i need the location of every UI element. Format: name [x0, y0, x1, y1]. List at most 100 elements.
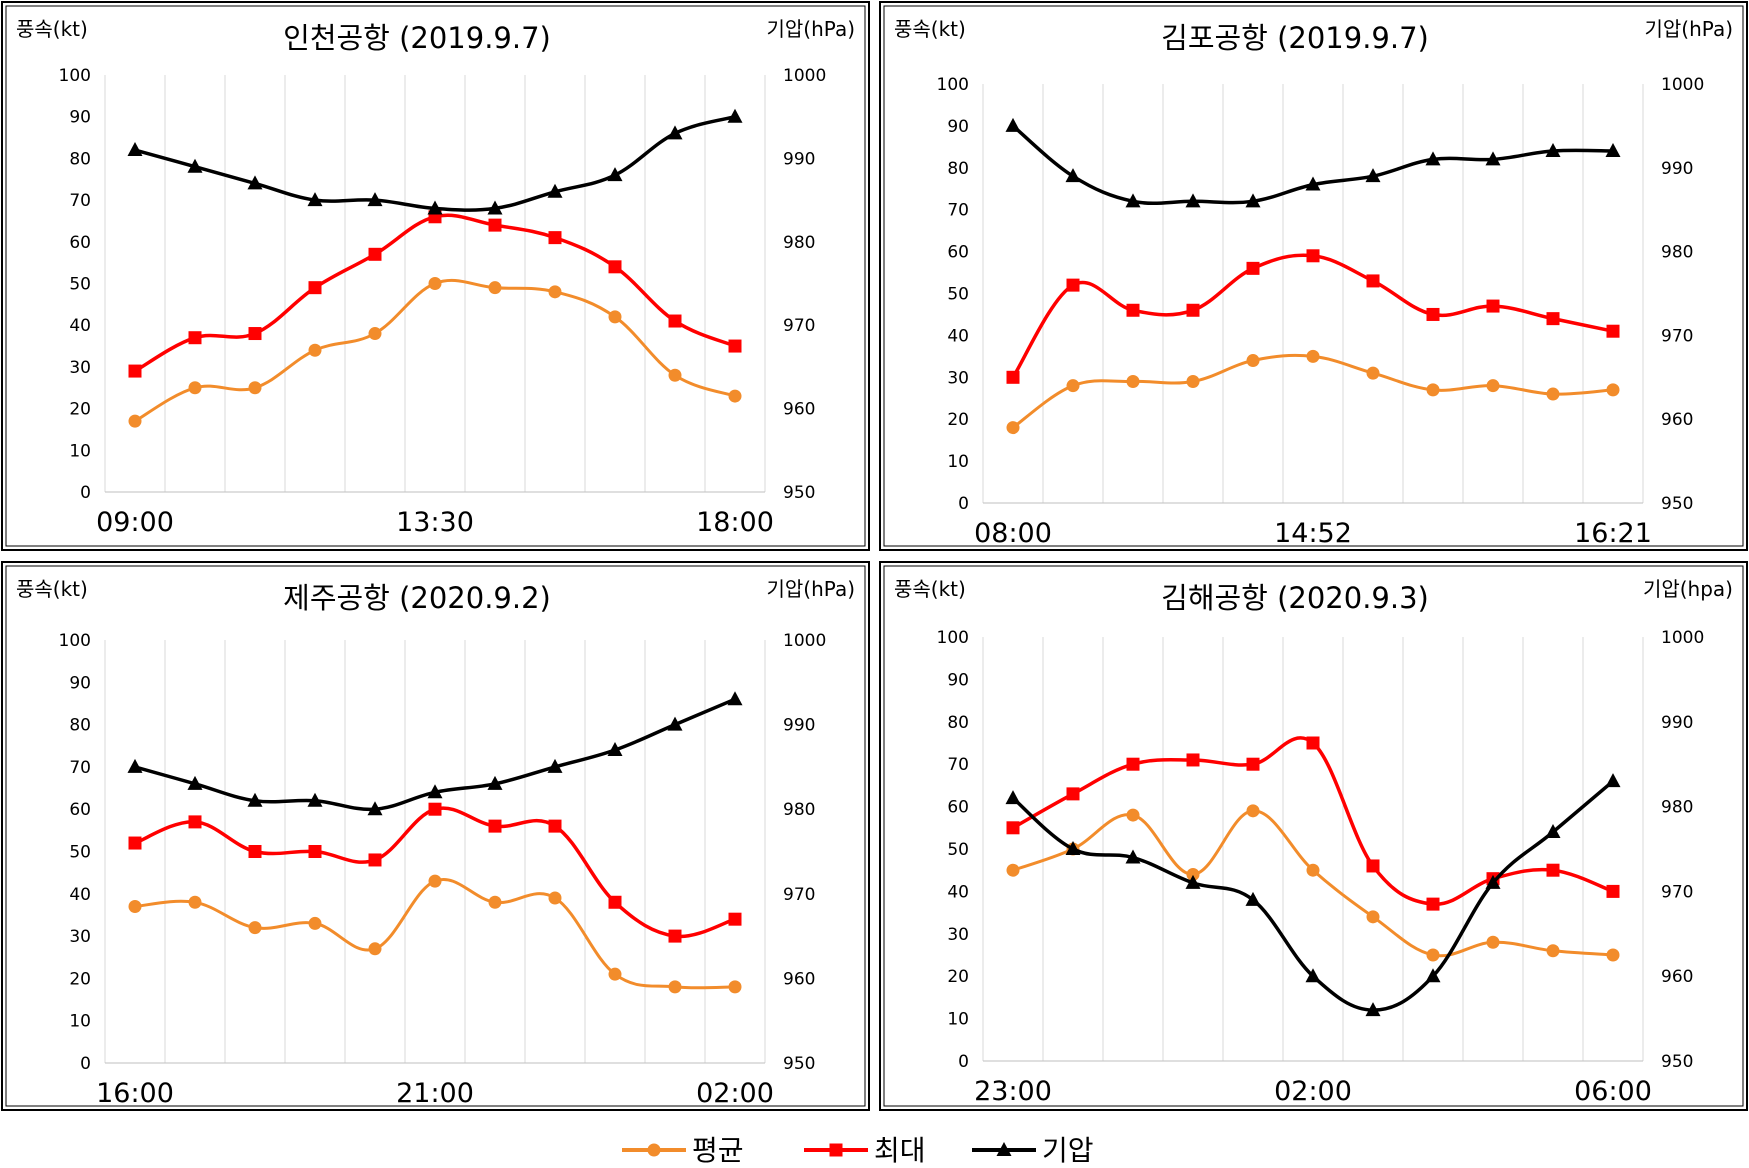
legend-marker	[647, 1143, 661, 1157]
data-point	[307, 192, 323, 207]
data-point	[488, 819, 502, 833]
data-point	[1425, 968, 1441, 983]
data-point	[1545, 824, 1561, 839]
data-point	[1246, 757, 1260, 771]
data-point	[668, 980, 682, 994]
data-point	[1006, 863, 1020, 877]
panel-frame	[1, 561, 870, 1111]
x-axis-tick-label: 21:00	[396, 1078, 474, 1109]
left-axis-tick-label: 100	[937, 628, 969, 648]
data-point	[1366, 366, 1380, 380]
panel-frame	[879, 561, 1748, 1111]
left-axis-tick-label: 30	[947, 368, 969, 388]
data-point	[1245, 193, 1261, 208]
x-axis-tick-label: 14:52	[1274, 518, 1352, 549]
left-axis-tick-label: 40	[69, 885, 91, 905]
panel-frame	[1, 1, 870, 551]
data-point	[1066, 787, 1080, 801]
data-point	[1066, 278, 1080, 292]
data-point	[1426, 307, 1440, 321]
data-point	[368, 942, 382, 956]
data-point	[1245, 891, 1261, 906]
data-point	[607, 167, 623, 182]
data-point	[428, 874, 442, 888]
data-point	[1125, 193, 1141, 208]
data-point	[248, 845, 262, 858]
right-axis-tick-label: 1000	[783, 631, 826, 651]
panel-frame	[879, 1, 1748, 551]
data-point	[608, 895, 622, 909]
data-point	[1606, 383, 1620, 397]
series-pressure	[1005, 773, 1621, 1017]
left-axis-tick-label: 40	[69, 316, 91, 336]
data-point	[128, 414, 142, 428]
right-axis-tick-label: 990	[1661, 159, 1693, 179]
data-point	[1066, 379, 1080, 393]
data-point	[667, 125, 683, 140]
series-max	[128, 210, 742, 378]
data-point	[368, 853, 382, 867]
x-axis-tick-label: 09:00	[96, 507, 174, 538]
data-point	[727, 108, 743, 123]
data-point	[188, 381, 202, 395]
left-axis-title: 풍속(kt)	[894, 17, 966, 41]
data-point	[427, 784, 443, 799]
right-axis-tick-label: 1000	[783, 66, 826, 86]
left-axis-tick-label: 60	[947, 798, 969, 818]
data-point	[1185, 193, 1201, 208]
data-point	[308, 343, 322, 357]
data-point	[668, 929, 682, 943]
panel-inner-frame	[5, 5, 866, 547]
data-point	[548, 285, 562, 299]
left-axis-title: 풍속(kt)	[16, 17, 88, 41]
data-point	[488, 218, 502, 232]
data-point	[728, 389, 742, 403]
right-axis-tick-label: 990	[783, 716, 815, 736]
data-point	[248, 381, 262, 395]
data-point	[1306, 349, 1320, 363]
panel-inner-frame	[883, 5, 1744, 547]
data-point	[1366, 274, 1380, 288]
chart-title: 제주공항 (2020.9.2)	[283, 581, 551, 615]
right-axis-tick-label: 960	[1661, 967, 1693, 987]
right-axis-tick-label: 950	[1661, 494, 1693, 514]
chart-panel-2: 김포공항 (2019.9.7) 풍속(kt) 기압(hPa) 0 10 20 30 40 50 6…	[879, 1, 1748, 551]
data-point	[1606, 324, 1620, 338]
right-axis-title: 기압(hPa)	[767, 577, 856, 601]
right-axis-tick-label: 980	[1661, 798, 1693, 818]
x-axis-tick-label: 23:00	[974, 1076, 1052, 1107]
chart-panel-1: 인천공항 (2019.9.7) 풍속(kt) 기압(hPa) 0 10 20 30 40 50 6…	[1, 1, 870, 551]
data-point	[1126, 374, 1140, 388]
right-axis-tick-label: 970	[783, 885, 815, 905]
legend-label: 기압	[1042, 1134, 1094, 1167]
left-axis-tick-label: 50	[947, 285, 969, 305]
data-point	[1306, 863, 1320, 877]
data-point	[427, 200, 443, 215]
left-axis-tick-label: 60	[69, 233, 91, 253]
data-point	[728, 912, 742, 926]
data-point	[308, 845, 322, 858]
series-max	[128, 802, 742, 943]
x-axis-tick-label: 06:00	[1574, 1076, 1652, 1107]
data-point	[1486, 379, 1500, 393]
series-pressure	[127, 108, 743, 215]
data-point	[1486, 935, 1500, 949]
data-point	[548, 231, 562, 245]
left-axis-tick-label: 90	[947, 117, 969, 137]
right-axis-tick-label: 950	[783, 483, 815, 503]
right-axis-tick-label: 960	[1661, 410, 1693, 430]
data-point	[1425, 151, 1441, 166]
data-point	[668, 314, 682, 328]
right-axis-tick-label: 960	[783, 400, 815, 420]
legend-item-avg: 평균	[622, 1134, 744, 1167]
right-axis-tick-label: 970	[1661, 326, 1693, 346]
right-axis-tick-label: 950	[1661, 1052, 1693, 1072]
data-point	[1485, 874, 1501, 889]
left-axis-tick-label: 100	[59, 631, 91, 651]
data-point	[428, 802, 442, 816]
data-point	[368, 247, 382, 261]
right-axis-tick-label: 990	[1661, 713, 1693, 733]
chart-panel-3: 제주공항 (2020.9.2) 풍속(kt) 기압(hPa) 0 10 20 30 40 50 6…	[1, 561, 870, 1111]
data-point	[1426, 897, 1440, 911]
